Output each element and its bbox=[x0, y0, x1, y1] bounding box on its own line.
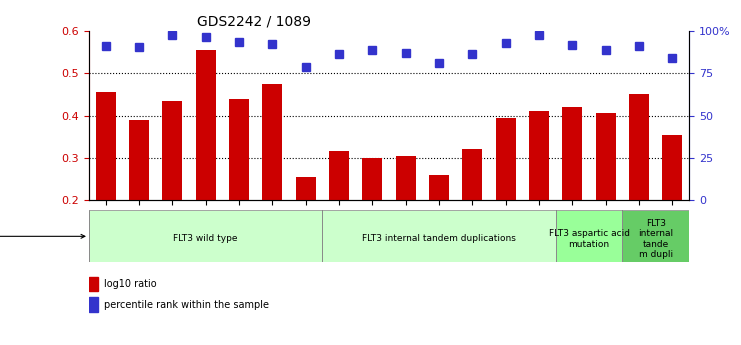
Bar bbox=[596, 114, 616, 200]
Bar bbox=[162, 101, 182, 200]
Bar bbox=[529, 111, 549, 200]
FancyBboxPatch shape bbox=[322, 210, 556, 262]
Bar bbox=[396, 156, 416, 200]
Text: GDS2242 / 1089: GDS2242 / 1089 bbox=[197, 14, 311, 29]
FancyBboxPatch shape bbox=[622, 210, 689, 262]
Bar bbox=[429, 175, 449, 200]
Bar bbox=[196, 50, 216, 200]
Bar bbox=[496, 118, 516, 200]
Bar bbox=[662, 135, 682, 200]
Text: log10 ratio: log10 ratio bbox=[104, 279, 156, 289]
FancyBboxPatch shape bbox=[89, 210, 322, 262]
Bar bbox=[296, 177, 316, 200]
Bar bbox=[229, 99, 249, 200]
Bar bbox=[562, 107, 582, 200]
Text: FLT3 internal tandem duplications: FLT3 internal tandem duplications bbox=[362, 234, 516, 244]
Bar bbox=[362, 158, 382, 200]
Text: percentile rank within the sample: percentile rank within the sample bbox=[104, 300, 269, 310]
Bar bbox=[262, 84, 282, 200]
Bar bbox=[329, 151, 349, 200]
Bar bbox=[462, 149, 482, 200]
Bar bbox=[96, 92, 116, 200]
Bar bbox=[89, 277, 98, 291]
Bar bbox=[129, 120, 149, 200]
FancyBboxPatch shape bbox=[556, 210, 622, 262]
Text: FLT3 aspartic acid
mutation: FLT3 aspartic acid mutation bbox=[548, 229, 630, 249]
Bar bbox=[89, 297, 98, 312]
Text: genotype/variation: genotype/variation bbox=[0, 231, 85, 241]
Text: FLT3 wild type: FLT3 wild type bbox=[173, 234, 238, 244]
Bar bbox=[629, 95, 649, 200]
Text: FLT3
internal
tande
m dupli: FLT3 internal tande m dupli bbox=[638, 219, 674, 259]
